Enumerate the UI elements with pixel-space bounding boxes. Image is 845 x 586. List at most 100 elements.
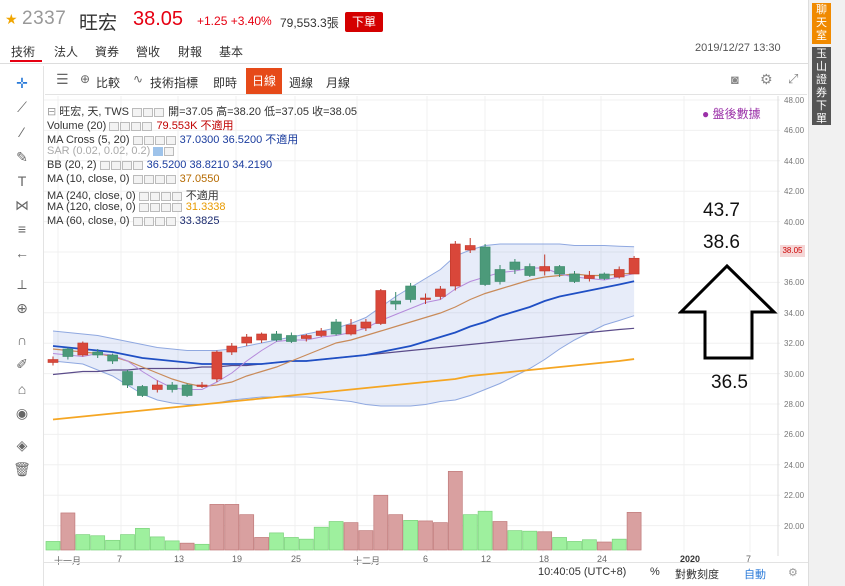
percent-toggle[interactable]: % [650, 566, 660, 578]
ruler-icon[interactable]: ⟂ [17, 276, 27, 292]
x-tick: 18 [539, 554, 550, 564]
candle-body [92, 351, 104, 356]
gear-icon[interactable]: ⚙ [760, 71, 773, 87]
legend-main: ⊟ 旺宏, 天, TWS 開=37.05 高=38.20 低=37.05 收=3… [47, 106, 358, 118]
after-hours-label: 盤後數據 [712, 107, 761, 121]
candle-body [226, 345, 238, 353]
compare-button[interactable]: 比較 [96, 76, 121, 90]
daily-button[interactable]: 日線 [246, 68, 282, 94]
x-tick: 6 [423, 554, 429, 564]
candle-body [196, 384, 208, 387]
volume-bar [120, 534, 135, 551]
x-tick: 7 [746, 554, 752, 564]
legend-ma120-label: MA (120, close, 0) [47, 201, 136, 213]
candle-body [286, 335, 297, 342]
log-scale-toggle[interactable]: 對數刻度 [675, 569, 719, 581]
fullscreen-icon[interactable]: ⤢ [788, 71, 799, 86]
tab-institutional[interactable]: 法人 [54, 45, 79, 59]
y-tick: 40.00 [784, 217, 805, 227]
tab-basic[interactable]: 基本 [219, 45, 244, 59]
candle-body [345, 324, 357, 335]
candle-body [241, 336, 252, 344]
pattern-icon[interactable]: ⋈ [15, 197, 29, 213]
volume-bar [358, 530, 374, 551]
candle-body [315, 330, 327, 336]
ma120-line [52, 358, 635, 421]
candle-body [152, 384, 163, 390]
volume-bar [403, 520, 418, 551]
y-tick: 30.00 [784, 369, 805, 379]
trash-icon[interactable]: 🗑 [13, 461, 31, 477]
candle-body [435, 288, 446, 297]
datetime: 2019/12/27 13:30 [695, 42, 781, 54]
after-hours-link[interactable]: ● 盤後數據 [702, 107, 761, 121]
compare-plus-icon[interactable]: ⊕ [80, 72, 91, 86]
broker-order-button[interactable]: 玉山證券下單 [812, 47, 831, 125]
legend-ma60-label: MA (60, close, 0) [47, 215, 130, 227]
volume-bar [209, 504, 225, 551]
volume-bar [194, 543, 210, 551]
menu-icon[interactable]: ☰ [56, 71, 69, 87]
legend-macross-label: MA Cross (5, 20) [47, 134, 130, 146]
text-tool-icon[interactable]: T [17, 173, 27, 189]
trendline-icon[interactable]: ⟋ [17, 99, 27, 115]
volume-bar [343, 522, 359, 551]
candle-body [628, 257, 640, 275]
lock-pen-icon[interactable]: ✐ [16, 356, 28, 372]
x-tick: 7 [117, 554, 123, 564]
x-tick: 19 [232, 554, 243, 564]
tab-revenue[interactable]: 營收 [136, 45, 161, 59]
weekly-button[interactable]: 週線 [289, 76, 314, 90]
volume-bar [239, 514, 255, 551]
intraday-button[interactable]: 即時 [213, 76, 238, 90]
candle-body [464, 245, 476, 251]
layers-icon[interactable]: ◈ [16, 437, 28, 453]
settings-icon[interactable]: ⚙ [788, 567, 798, 579]
chatroom-button[interactable]: 聊天室 [812, 3, 831, 44]
candle-body [494, 269, 506, 282]
magnet-icon[interactable]: ∩ [16, 332, 28, 348]
brush-icon[interactable]: ⁄ [20, 124, 24, 140]
ma20-line [52, 280, 635, 365]
order-button[interactable]: 下單 [345, 12, 383, 32]
legend-ma10-values: 37.0550 [179, 173, 220, 185]
crosshair-icon[interactable]: ✛ [16, 75, 28, 91]
legend-bb-values: 36.5200 38.8210 34.2190 [146, 159, 273, 171]
candle-body [613, 269, 625, 278]
zoom-in-icon[interactable]: ⊕ [16, 300, 28, 316]
drawing-toolbar [0, 66, 44, 586]
tab-technical[interactable]: 技術 [11, 45, 36, 59]
auto-scale-toggle[interactable]: 自動 [744, 569, 766, 581]
arrow-left-icon[interactable]: ← [15, 245, 29, 261]
volume-bar [298, 538, 314, 551]
favorite-star-icon[interactable]: ★ [5, 11, 18, 27]
tab-margin[interactable]: 資券 [95, 45, 120, 59]
candle-body [360, 321, 372, 329]
unlock-icon[interactable]: ⌂ [17, 381, 27, 397]
indicators-button[interactable]: 技術指標 [150, 76, 199, 90]
annotation-bottom: 36.5 [711, 372, 748, 393]
volume-bar [492, 521, 508, 551]
candle-body [554, 266, 565, 275]
fib-icon[interactable]: ≡ [17, 221, 27, 237]
legend-main-label: 旺宏, 天, TWS [59, 106, 129, 118]
camera-icon[interactable]: ◙ [731, 72, 739, 87]
eye-icon[interactable]: ◉ [15, 405, 29, 421]
tab-financials[interactable]: 財報 [178, 45, 203, 59]
volume-bar [433, 522, 448, 551]
volume-bar [254, 537, 269, 551]
indicator-wave-icon[interactable]: ∿ [133, 72, 144, 86]
volume-bar [373, 494, 389, 551]
candle-body [107, 354, 118, 362]
volume-bar [135, 527, 150, 551]
stock-price: 38.05 [133, 8, 184, 30]
last-price-tag: 38.05 [780, 245, 805, 257]
volume-bar [269, 532, 284, 551]
ma10-line [52, 272, 635, 388]
pen-icon[interactable]: ✎ [16, 149, 28, 165]
legend-ma10: MA (10, close, 0) 37.0550 [47, 173, 219, 185]
status-bar [44, 562, 808, 584]
monthly-button[interactable]: 月線 [326, 76, 351, 90]
y-tick: 34.00 [784, 308, 805, 318]
price-chart[interactable] [44, 96, 780, 556]
